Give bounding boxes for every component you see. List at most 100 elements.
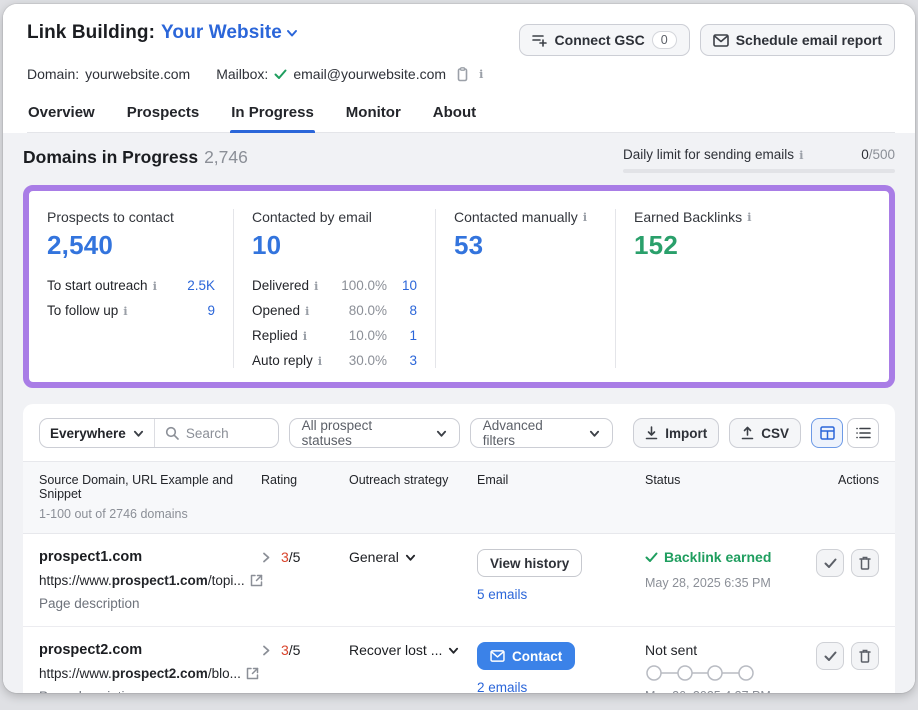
- tool-title: Link Building:: [27, 22, 156, 43]
- rating-cell[interactable]: 3/5: [261, 549, 349, 565]
- list-view-icon: [855, 427, 871, 439]
- domain-label: Domain:: [27, 66, 80, 82]
- replied-info-icon[interactable]: i: [302, 328, 308, 343]
- contact-button[interactable]: Contact: [477, 642, 576, 670]
- project-name: Your Website: [161, 22, 282, 43]
- advanced-filters-dropdown[interactable]: Advanced filters: [469, 418, 614, 448]
- prospects-to-contact-value: 2,540: [47, 230, 114, 260]
- upload-icon: [741, 426, 754, 440]
- mailbox-label: Mailbox:: [216, 66, 269, 82]
- domains-count: 2,746: [204, 147, 248, 167]
- prospect-status-filter[interactable]: All prospect statuses: [288, 418, 460, 448]
- outreach-strategy-dropdown[interactable]: Recover lost ...: [349, 642, 477, 658]
- emails-link[interactable]: 5 emails: [477, 587, 528, 602]
- table-row: prospect1.com https://www.prospect1.com/…: [23, 534, 895, 627]
- tab-monitor[interactable]: Monitor: [345, 104, 401, 121]
- prospect-domain[interactable]: prospect2.com: [39, 642, 143, 658]
- prospect-url[interactable]: https://www.prospect1.com/topi...: [39, 573, 262, 588]
- col-status-header: Status: [645, 473, 681, 487]
- search-combo: Everywhere: [39, 418, 279, 448]
- replied-row: Replied i 10.0% 1: [252, 328, 417, 343]
- col-email-header: Email: [477, 473, 509, 487]
- stat-earned-backlinks: Earned Backlinks i 152: [615, 209, 889, 368]
- connect-gsc-button[interactable]: Connect GSC 0: [518, 24, 690, 56]
- check-icon: [824, 558, 837, 569]
- status-badge: Backlink earned: [645, 549, 815, 565]
- envelope-icon: [712, 33, 729, 47]
- tab-overview[interactable]: Overview: [28, 104, 95, 121]
- search-scope-dropdown[interactable]: Everywhere: [40, 419, 155, 447]
- list-view-button[interactable]: [847, 418, 879, 448]
- stat-contacted-manually: Contacted manually i 53: [435, 209, 615, 368]
- project-selector[interactable]: Your Website: [161, 22, 298, 44]
- tab-prospects[interactable]: Prospects: [126, 104, 200, 121]
- check-icon: [824, 651, 837, 662]
- contacted-manually-info-icon[interactable]: i: [582, 210, 588, 224]
- status-badge: Not sent: [645, 642, 698, 658]
- prospect-url[interactable]: https://www.prospect2.com/blo...: [39, 666, 259, 681]
- copy-icon[interactable]: [456, 66, 469, 82]
- page-title: Link Building: Your Website: [27, 22, 298, 44]
- opened-count[interactable]: 8: [409, 303, 417, 318]
- import-button[interactable]: Import: [633, 418, 720, 448]
- auto-reply-count[interactable]: 3: [409, 353, 417, 368]
- download-icon: [645, 426, 658, 440]
- to-follow-up-value[interactable]: 9: [207, 303, 215, 318]
- mailbox-value: email@yourwebsite.com: [293, 66, 447, 82]
- tab-in-progress[interactable]: In Progress: [230, 104, 315, 133]
- chevron-right-icon[interactable]: [261, 645, 271, 656]
- search-icon: [165, 426, 179, 440]
- external-link-icon[interactable]: [246, 667, 259, 680]
- chevron-right-icon[interactable]: [261, 552, 271, 563]
- prospect-description: Page description: [39, 596, 140, 611]
- approve-button[interactable]: [816, 549, 844, 577]
- chevron-down-icon: [589, 428, 600, 439]
- status-stepper: [645, 664, 815, 687]
- col-source-header: Source Domain, URL Example and Snippet: [39, 473, 234, 501]
- external-link-icon[interactable]: [250, 574, 263, 587]
- domain-info: Domain: yourwebsite.com: [27, 66, 190, 82]
- approve-button[interactable]: [816, 642, 844, 670]
- header: Link Building: Your Website Connect GSC …: [3, 4, 915, 133]
- chevron-down-icon: [286, 27, 298, 39]
- csv-export-button[interactable]: CSV: [729, 418, 801, 448]
- stat-label: Contacted manually: [454, 209, 578, 225]
- replied-count[interactable]: 1: [409, 328, 417, 343]
- table-view-icon: [819, 426, 835, 440]
- trash-icon: [859, 556, 871, 570]
- prospect-domain[interactable]: prospect1.com: [39, 549, 143, 565]
- delete-button[interactable]: [851, 549, 879, 577]
- tab-about[interactable]: About: [432, 104, 477, 121]
- view-history-button[interactable]: View history: [477, 549, 583, 577]
- opened-info-icon[interactable]: i: [305, 303, 310, 318]
- search-input[interactable]: [185, 425, 276, 441]
- chevron-down-icon: [133, 428, 144, 439]
- trash-icon: [859, 649, 871, 663]
- emails-link[interactable]: 2 emails: [477, 680, 528, 693]
- delivered-count[interactable]: 10: [401, 278, 417, 293]
- earned-backlinks-info-icon[interactable]: i: [747, 210, 752, 224]
- table-header: Source Domain, URL Example and Snippet 1…: [23, 461, 895, 534]
- auto-reply-info-icon[interactable]: i: [317, 353, 323, 368]
- schedule-email-report-button[interactable]: Schedule email report: [699, 24, 895, 56]
- delete-button[interactable]: [851, 642, 879, 670]
- col-actions-header: Actions: [838, 473, 879, 487]
- table-view-button[interactable]: [811, 418, 843, 448]
- to-start-outreach-value[interactable]: 2.5K: [187, 278, 215, 293]
- delivered-info-icon[interactable]: i: [314, 278, 319, 293]
- domain-value: yourwebsite.com: [85, 66, 191, 82]
- outreach-strategy-dropdown[interactable]: General: [349, 549, 477, 565]
- chevron-down-icon: [448, 645, 459, 656]
- filter-bar: Everywhere All prospect statuses: [23, 404, 895, 461]
- contacted-manually-value: 53: [454, 230, 484, 260]
- mailbox-info-icon[interactable]: i: [479, 67, 484, 81]
- to-start-outreach-info-icon[interactable]: i: [152, 278, 157, 293]
- rating-cell[interactable]: 3/5: [261, 642, 349, 658]
- daily-limit-info-icon[interactable]: i: [799, 147, 804, 162]
- page-body: Domains in Progress 2,746 Daily limit for…: [3, 133, 915, 693]
- chevron-down-icon: [436, 428, 447, 439]
- link-building-window: Link Building: Your Website Connect GSC …: [3, 4, 915, 693]
- to-follow-up-info-icon[interactable]: i: [123, 303, 128, 318]
- stat-contacted-by-email: Contacted by email 10 Delivered i 100.0% …: [233, 209, 435, 368]
- list-add-icon: [531, 33, 548, 47]
